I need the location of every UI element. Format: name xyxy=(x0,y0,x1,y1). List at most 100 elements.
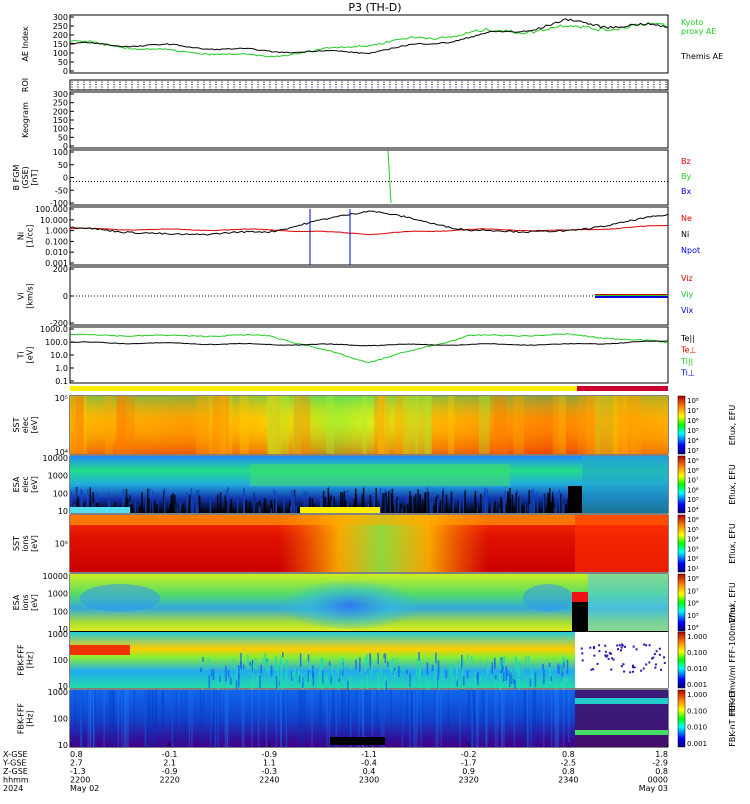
fbk-e-noise xyxy=(503,659,505,664)
esa-electron-late xyxy=(582,456,668,513)
fbk-e-noise xyxy=(515,657,517,671)
esa-electron-noise xyxy=(236,493,239,513)
roi-dot xyxy=(473,88,475,91)
roi-dot xyxy=(581,86,583,88)
roi-dot xyxy=(317,86,319,88)
fbk-e-late-dot xyxy=(651,657,654,660)
roi-dot xyxy=(377,88,379,91)
esa-electron-noise xyxy=(163,490,165,513)
fbk-b-noise xyxy=(124,690,127,747)
fbk-e-late-dot xyxy=(655,650,658,653)
roi-dot xyxy=(269,81,271,83)
esa-electron-noise xyxy=(474,490,477,513)
fbk-e-late-dot xyxy=(618,644,621,647)
fbk-e-noise xyxy=(280,669,282,684)
fbk-b-noise xyxy=(127,690,129,747)
roi-dot xyxy=(425,83,427,86)
fbk-b-noise xyxy=(472,690,475,747)
roi-dot xyxy=(317,81,319,83)
esa-electron-noise xyxy=(389,489,391,513)
esa-electron-noise xyxy=(439,500,442,513)
fbk-b-noise xyxy=(282,690,284,747)
fbk-e-late-dot xyxy=(598,650,601,653)
y-axis-label-fbk_b: [Hz] xyxy=(26,710,35,726)
roi-dot xyxy=(611,83,613,86)
esa-electron-noise xyxy=(560,493,562,513)
colorbar-tick-cb_sst_e: 10⁴ xyxy=(687,437,699,445)
roi-dot xyxy=(497,81,499,83)
roi-dot xyxy=(305,81,307,83)
roi-dot xyxy=(443,86,445,88)
fbk-e-noise xyxy=(564,676,567,682)
sst-electron-stripe xyxy=(105,396,113,454)
fbk-e-noise xyxy=(240,661,242,670)
roi-dot xyxy=(413,83,415,86)
roi-dot xyxy=(485,83,487,86)
roi-dot xyxy=(257,81,259,83)
esa-electron-noise xyxy=(517,496,520,513)
roi-dot xyxy=(143,86,145,88)
esa-electron-noise xyxy=(390,493,393,513)
fbk-e-late-dot xyxy=(623,670,626,673)
roi-dot xyxy=(407,81,409,83)
roi-dot xyxy=(365,83,367,86)
fbk-b-noise xyxy=(304,690,306,747)
roi-dot xyxy=(509,83,511,86)
roi-dot xyxy=(527,83,529,86)
fbk-e-noise xyxy=(409,672,411,687)
roi-dot xyxy=(527,81,529,83)
fbk-e-noise xyxy=(312,665,314,678)
fbk-e-noise xyxy=(328,661,331,666)
roi-dot xyxy=(209,86,211,88)
esa-electron-noise xyxy=(479,493,482,513)
roi-dot xyxy=(401,81,403,83)
panel-frame-ni xyxy=(69,206,669,266)
esa-electron-noise xyxy=(191,500,194,513)
x-col-d: May 02 xyxy=(70,784,99,793)
colorbar-tick-cb_esa_i: 10⁴ xyxy=(687,624,699,632)
sst-electron-stripe xyxy=(377,396,385,454)
roi-dot xyxy=(119,86,121,88)
fbk-e-noise xyxy=(338,663,340,679)
esa-electron-noise xyxy=(253,491,255,513)
y-tick-label-esa_e: 100 xyxy=(53,489,68,498)
fbk-b-noise xyxy=(413,690,415,747)
roi-dot xyxy=(227,83,229,86)
roi-dot xyxy=(563,86,565,88)
roi-dot xyxy=(557,86,559,88)
esa-electron-noise xyxy=(321,496,323,513)
y-tick-label-bfgm: 0 xyxy=(63,174,68,183)
fbk-b-noise xyxy=(348,690,350,747)
roi-dot xyxy=(89,88,91,91)
fbk-b-noise xyxy=(562,690,565,747)
colorbar-tick-cb_fbk_e: 1.000 xyxy=(687,633,707,641)
esa-electron-noise xyxy=(170,503,172,513)
fbk-b-noise xyxy=(503,690,505,747)
roi-dot xyxy=(125,83,127,86)
fbk-e-noise xyxy=(307,670,310,682)
roi-dot xyxy=(533,81,535,83)
series-ti-par xyxy=(69,333,669,363)
roi-dot xyxy=(599,86,601,88)
fbk-e-noise xyxy=(377,653,379,665)
roi-dot xyxy=(323,81,325,83)
roi-dot xyxy=(341,86,343,88)
fbk-e-noise xyxy=(466,670,469,678)
roi-dot xyxy=(299,88,301,91)
fbk-e-late-dot xyxy=(593,654,596,657)
roi-dot xyxy=(353,88,355,91)
fbk-b-noise xyxy=(568,690,570,747)
esa-electron-gap xyxy=(568,486,582,513)
esa-electron-noise xyxy=(509,499,512,513)
roi-dot xyxy=(431,83,433,86)
roi-dot xyxy=(545,81,547,83)
fbk-e-noise xyxy=(341,657,343,671)
roi-dot xyxy=(167,88,169,91)
y-tick-label-esa_i: 100 xyxy=(53,607,68,616)
esa-electron-noise xyxy=(397,500,400,513)
esa-electron-noise xyxy=(409,491,411,513)
roi-dot xyxy=(659,81,661,83)
fbk-b-noise xyxy=(171,690,174,747)
quality-flag-bar-red xyxy=(577,386,668,391)
roi-dot xyxy=(575,81,577,83)
